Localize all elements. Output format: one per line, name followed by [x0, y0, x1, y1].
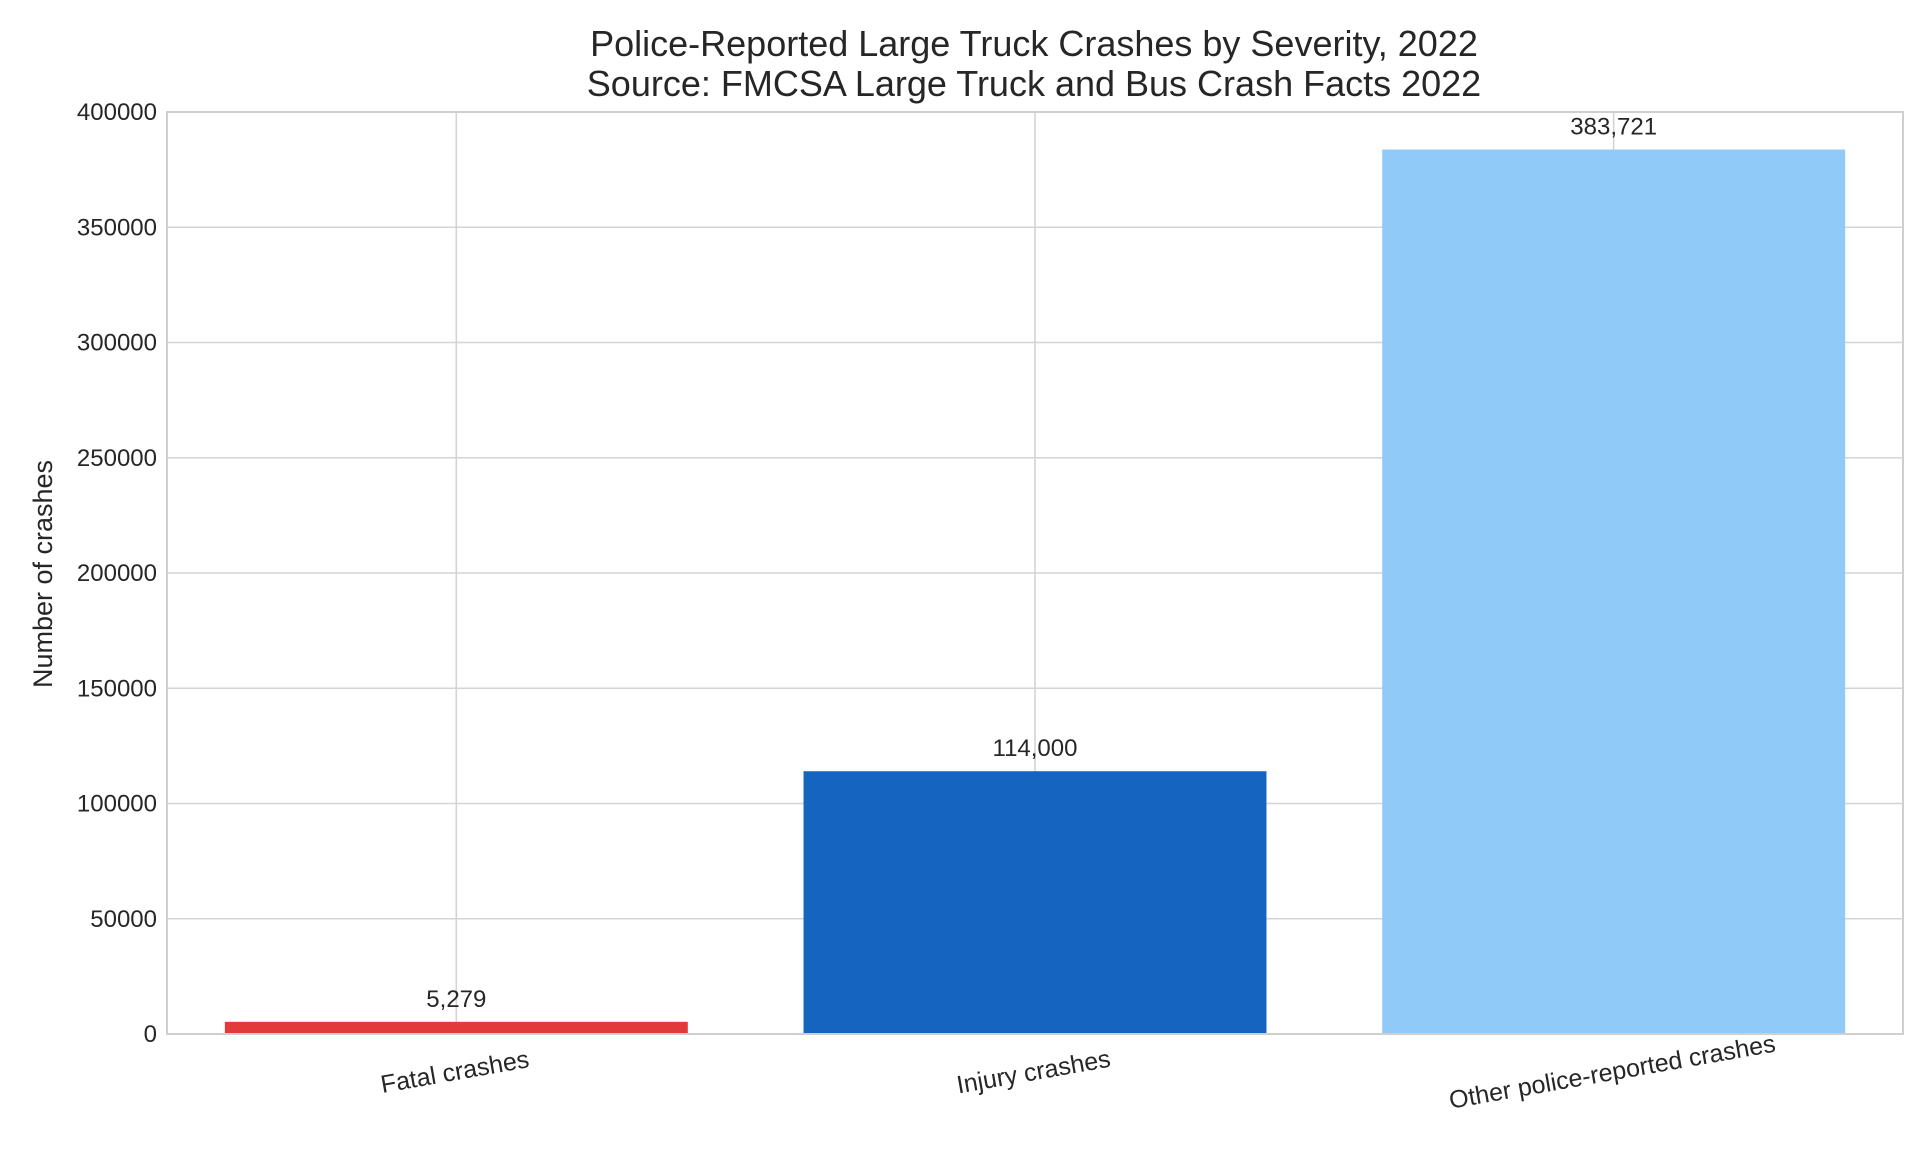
x-tick-label: Other police-reported crashes: [1447, 1030, 1778, 1115]
chart-subtitle: Source: FMCSA Large Truck and Bus Crash …: [587, 63, 1481, 104]
y-tick-label: 50000: [90, 906, 157, 933]
data-label: 114,000: [993, 735, 1078, 762]
y-tick-label: 0: [144, 1021, 157, 1048]
y-tick-label: 200000: [77, 560, 157, 587]
chart-title: Police-Reported Large Truck Crashes by S…: [590, 23, 1478, 64]
y-axis-label: Number of crashes: [28, 460, 58, 688]
bar-fatal-crashes[interactable]: [224, 1021, 688, 1034]
y-tick-label: 150000: [77, 675, 157, 702]
y-tick-label: 400000: [77, 99, 157, 126]
plot-area: 0 50000 100000 150000 200000 250000 300000 3500…: [77, 99, 1904, 1115]
y-tick-label: 250000: [77, 445, 157, 472]
x-tick-label: Fatal crashes: [379, 1045, 532, 1099]
bar-other-police-reported-crashes[interactable]: [1382, 149, 1846, 1035]
y-tick-label: 100000: [77, 791, 157, 818]
data-label: 5,279: [426, 986, 486, 1013]
bar-injury-crashes[interactable]: [803, 771, 1267, 1034]
x-tick-label: Injury crashes: [955, 1045, 1113, 1100]
y-tick-label: 300000: [77, 330, 157, 357]
y-tick-label: 350000: [77, 214, 157, 241]
plot-frame: [166, 111, 1904, 1035]
data-label: 383,721: [1570, 114, 1657, 141]
